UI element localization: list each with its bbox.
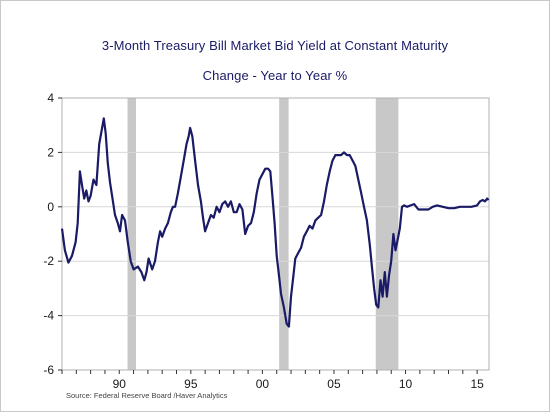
recession-band [375, 98, 399, 370]
x-tick-label: 10 [399, 377, 413, 391]
x-tick-label: 00 [256, 377, 270, 391]
series-line [60, 117, 490, 328]
x-tick-label: 90 [113, 377, 127, 391]
x-tick-label: 15 [470, 377, 484, 391]
y-tick-label: -4 [43, 309, 54, 323]
y-tick-label: 2 [47, 145, 54, 159]
y-tick-label: -2 [43, 254, 54, 268]
recession-band [127, 98, 137, 370]
x-tick-label: 05 [327, 377, 341, 391]
y-tick-label: 4 [47, 91, 54, 105]
source-note: Source: Federal Reserve Board /Haver Ana… [66, 391, 228, 400]
recession-band [279, 98, 289, 370]
chart-subtitle: Change - Year to Year % [202, 68, 348, 83]
chart-title: 3-Month Treasury Bill Market Bid Yield a… [101, 38, 449, 53]
y-tick-label: -6 [43, 363, 54, 377]
x-tick-label: 95 [184, 377, 198, 391]
y-tick-label: 0 [47, 200, 54, 214]
